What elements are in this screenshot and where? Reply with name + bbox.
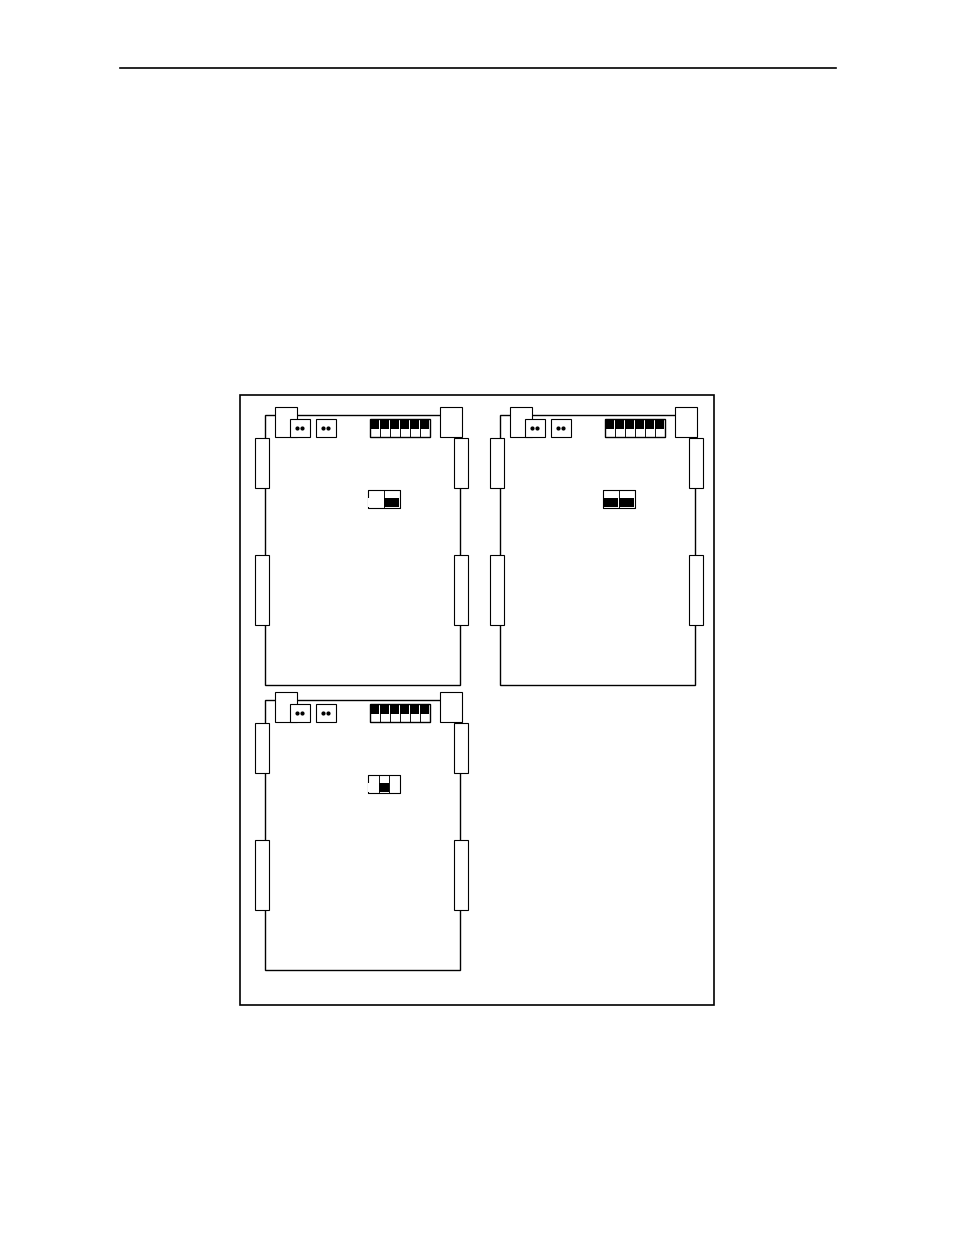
Bar [454, 722, 468, 773]
Bar [274, 692, 296, 722]
Bar [290, 704, 310, 722]
Bar [368, 776, 399, 793]
Bar [524, 419, 544, 437]
Bar [510, 408, 532, 437]
Bar [602, 490, 618, 508]
Bar [254, 438, 269, 488]
Bar [400, 420, 409, 430]
Bar [370, 419, 430, 437]
Bar [370, 419, 379, 437]
Bar [625, 420, 634, 430]
Bar [490, 555, 503, 625]
Bar [254, 555, 269, 625]
Bar [603, 498, 618, 508]
Bar [419, 704, 430, 722]
Bar [410, 419, 419, 437]
Bar [688, 438, 702, 488]
Bar [370, 420, 379, 430]
Bar [604, 419, 615, 437]
Bar [419, 419, 430, 437]
Bar [675, 408, 697, 437]
Bar [624, 419, 635, 437]
Bar [615, 419, 624, 437]
Bar [379, 419, 390, 437]
Bar [644, 419, 655, 437]
Bar [368, 498, 383, 508]
Bar [379, 704, 390, 722]
Bar [380, 420, 389, 430]
Bar [390, 419, 399, 437]
Bar [551, 419, 571, 437]
Bar [368, 490, 399, 508]
Bar [454, 840, 468, 910]
Bar [605, 420, 614, 430]
Bar [265, 415, 459, 685]
Bar [688, 555, 702, 625]
Bar [615, 420, 624, 430]
Bar [420, 420, 429, 430]
Bar [635, 420, 644, 430]
Bar [618, 498, 634, 508]
Bar [378, 776, 389, 793]
Bar [439, 692, 461, 722]
Bar [390, 704, 399, 714]
Bar [410, 704, 419, 714]
Bar [399, 419, 410, 437]
Bar [370, 704, 379, 714]
Bar [410, 420, 419, 430]
Bar [384, 490, 399, 508]
Bar [384, 498, 399, 508]
Bar [655, 419, 664, 437]
Bar [604, 419, 664, 437]
Bar [368, 776, 378, 793]
Bar [454, 555, 468, 625]
Bar [368, 490, 384, 508]
Bar [490, 438, 503, 488]
Bar [390, 783, 399, 792]
Bar [315, 704, 335, 722]
Bar [290, 419, 310, 437]
Bar [389, 776, 399, 793]
Bar [618, 490, 635, 508]
Bar [370, 704, 379, 722]
Bar [254, 840, 269, 910]
Bar [368, 783, 377, 792]
Bar [399, 704, 410, 722]
Bar [602, 490, 635, 508]
Bar [370, 704, 430, 722]
Bar [454, 438, 468, 488]
Bar [390, 704, 399, 722]
Bar [635, 419, 644, 437]
Bar [254, 722, 269, 773]
Bar [420, 704, 429, 714]
Bar [240, 395, 713, 1005]
Bar [380, 704, 389, 714]
Bar [655, 420, 664, 430]
Bar [315, 419, 335, 437]
Bar [378, 783, 389, 792]
Bar [499, 415, 695, 685]
Bar [645, 420, 654, 430]
Bar [274, 408, 296, 437]
Bar [410, 704, 419, 722]
Bar [390, 420, 399, 430]
Bar [265, 700, 459, 969]
Bar [439, 408, 461, 437]
Bar [400, 704, 409, 714]
